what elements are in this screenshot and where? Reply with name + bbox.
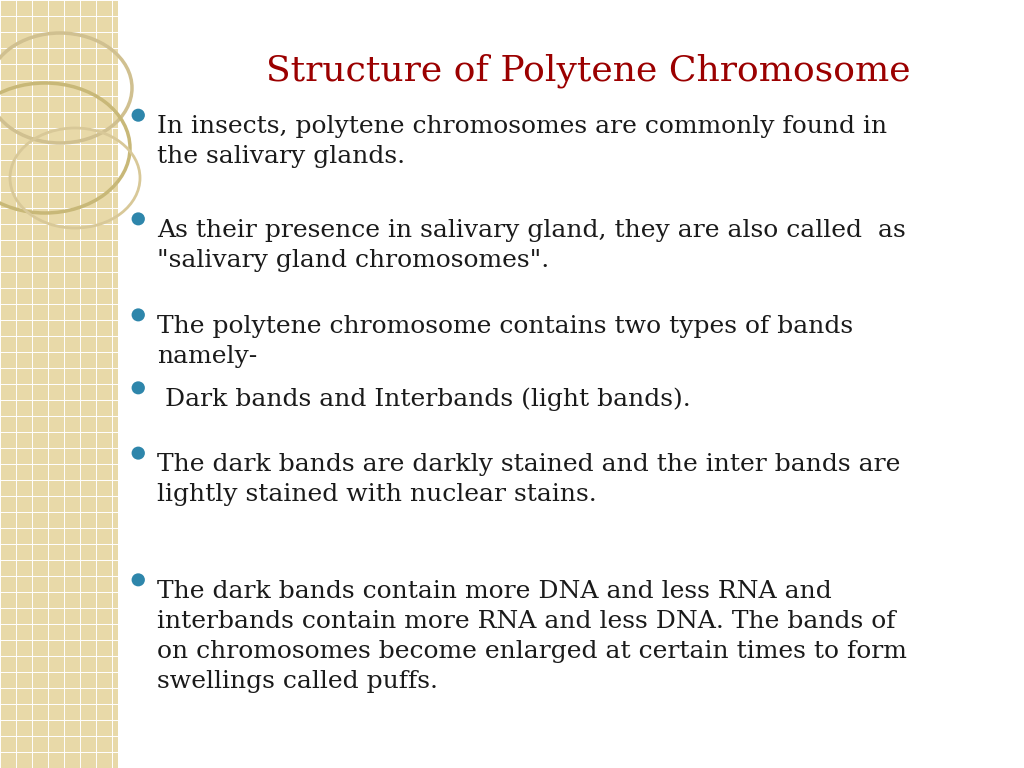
Text: As their presence in salivary gland, they are also called  as
"salivary gland ch: As their presence in salivary gland, the… bbox=[157, 219, 905, 272]
Ellipse shape bbox=[131, 212, 145, 226]
Ellipse shape bbox=[131, 308, 145, 322]
Bar bbox=[0, 0, 118, 768]
Ellipse shape bbox=[131, 573, 145, 587]
Text: The polytene chromosome contains two types of bands
namely-: The polytene chromosome contains two typ… bbox=[157, 315, 853, 368]
Text: In insects, polytene chromosomes are commonly found in
the salivary glands.: In insects, polytene chromosomes are com… bbox=[157, 115, 887, 168]
Text: The dark bands contain more DNA and less RNA and
interbands contain more RNA and: The dark bands contain more DNA and less… bbox=[157, 580, 906, 694]
Text: Dark bands and Interbands (light bands).: Dark bands and Interbands (light bands). bbox=[157, 388, 690, 412]
Text: The dark bands are darkly stained and the inter bands are
lightly stained with n: The dark bands are darkly stained and th… bbox=[157, 453, 900, 506]
Ellipse shape bbox=[131, 109, 145, 122]
Text: Structure of Polytene Chromosome: Structure of Polytene Chromosome bbox=[266, 54, 911, 88]
Ellipse shape bbox=[131, 382, 145, 395]
Ellipse shape bbox=[131, 447, 145, 459]
